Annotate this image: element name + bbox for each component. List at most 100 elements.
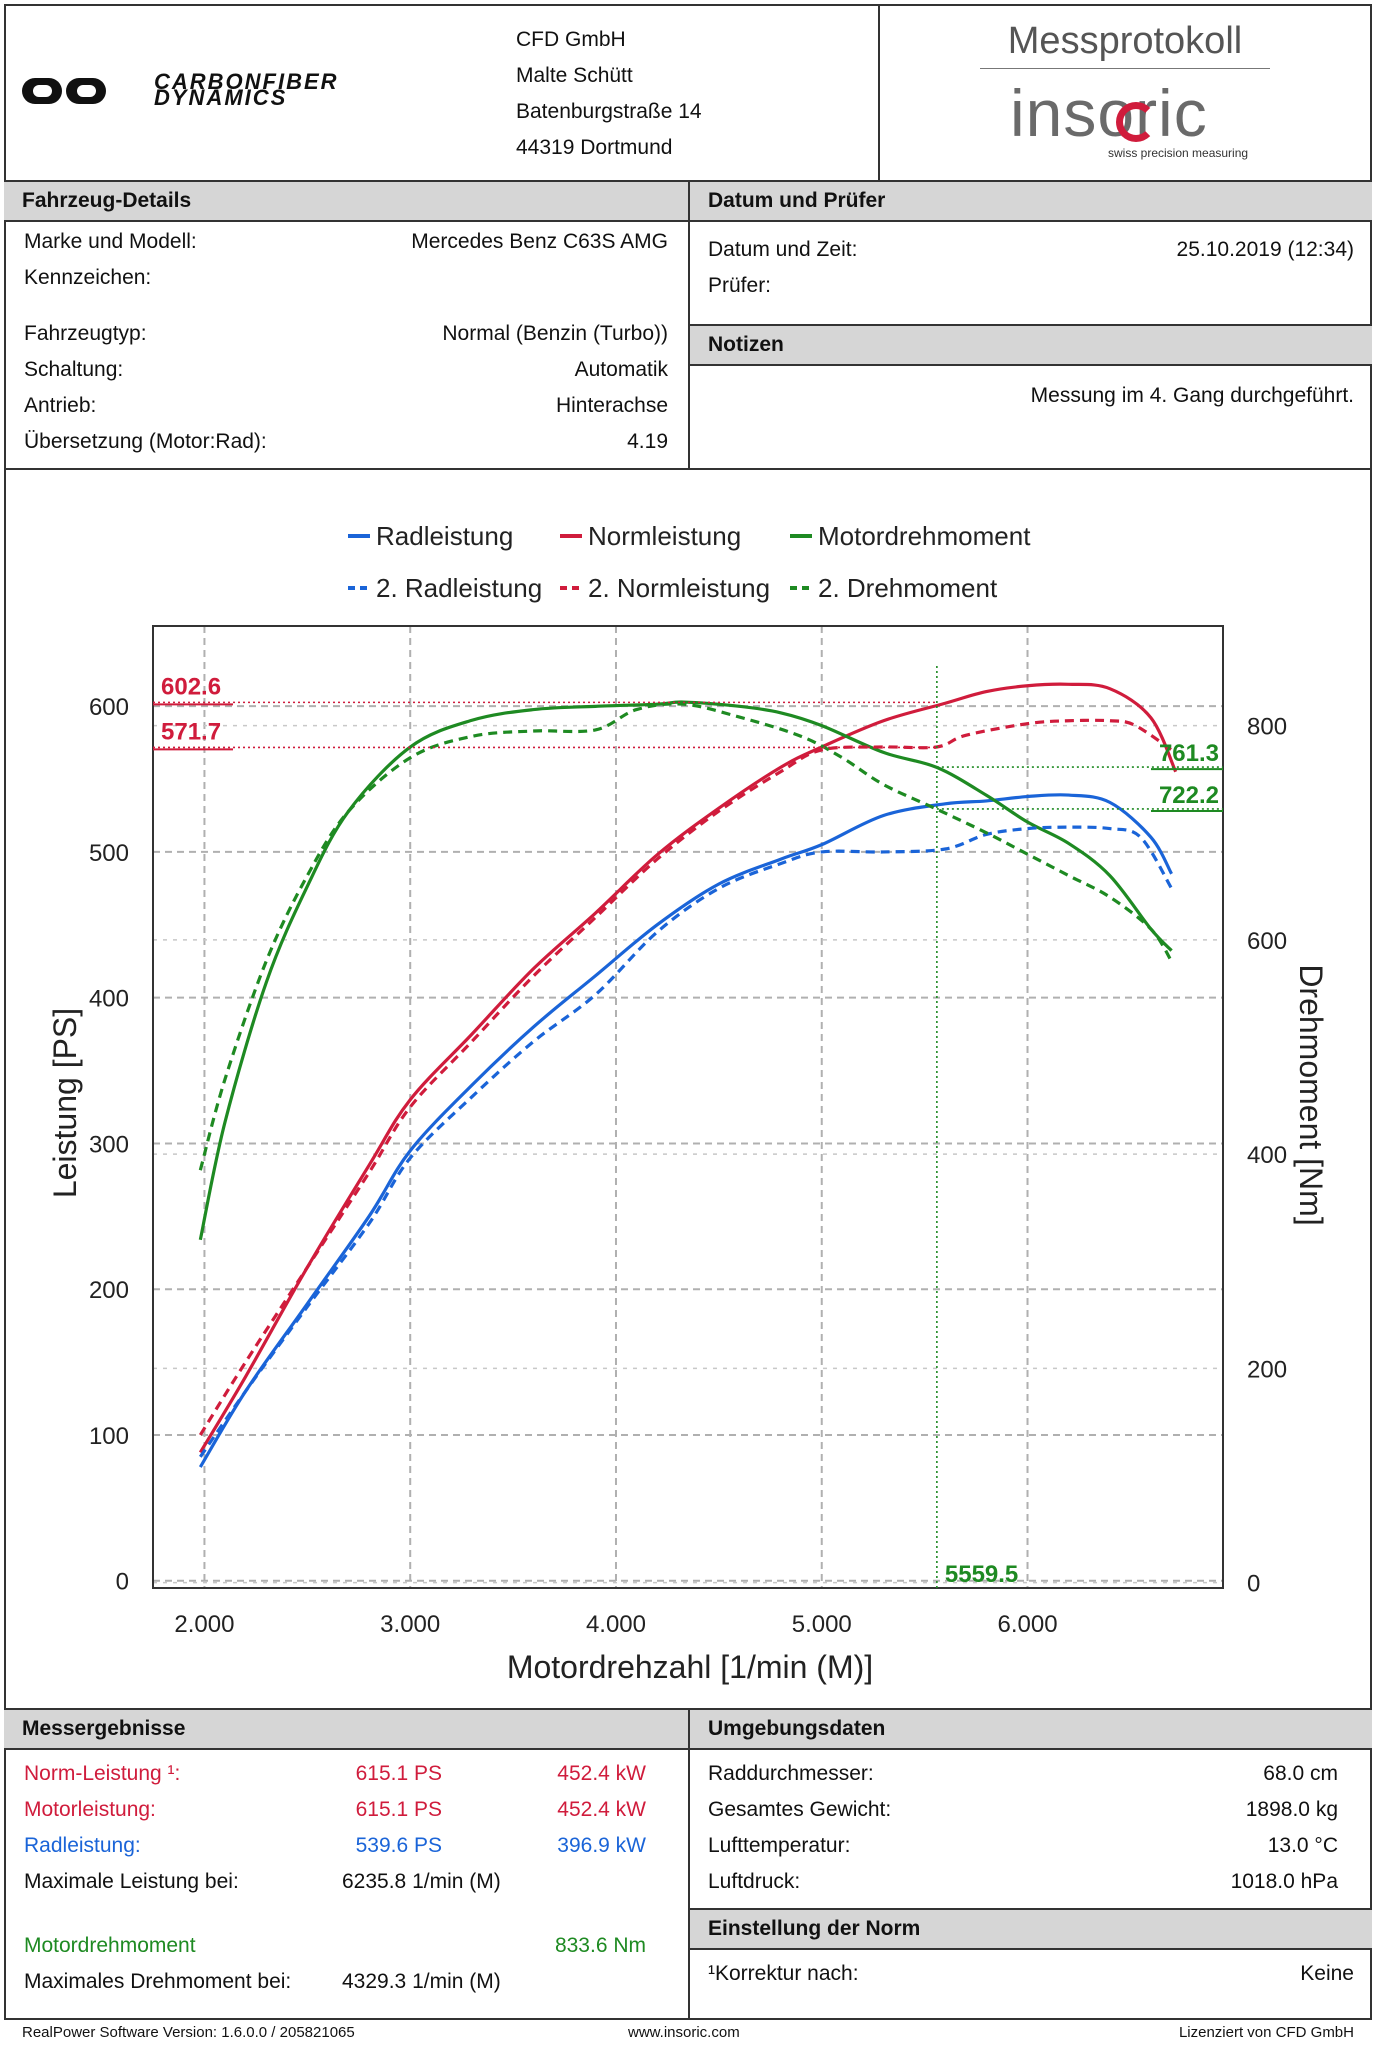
norm-power-label: Norm-Leistung ¹: xyxy=(24,1762,181,1785)
env-label: Raddurchmesser: xyxy=(708,1762,874,1785)
address-line: 44319 Dortmund xyxy=(516,136,673,159)
norm-power-ps: 615.1 PS xyxy=(355,1762,442,1785)
brand-logo: insoric swiss precision measuring xyxy=(1010,76,1260,160)
legend-label: 2. Normleistung xyxy=(588,573,770,603)
series-line xyxy=(198,702,1173,1171)
notes-text: Messung im 4. Gang durchgeführt. xyxy=(1030,384,1354,407)
norm-power-kw: 452.4 kW xyxy=(557,1762,646,1785)
env-value: 68.0 cm xyxy=(1263,1762,1338,1785)
header-divider xyxy=(878,4,880,180)
x-tick-label: 6.000 xyxy=(997,1611,1057,1638)
series-line xyxy=(198,700,1173,1241)
vehicle-value: Mercedes Benz C63S AMG xyxy=(411,230,668,253)
y2-tick-label: 200 xyxy=(1247,1356,1287,1383)
y-tick-label: 600 xyxy=(89,694,129,721)
notes-header: Notizen xyxy=(688,324,1372,366)
vehicle-label: Übersetzung (Motor:Rad): xyxy=(24,430,267,453)
max-power-rpm-label: Maximale Leistung bei: xyxy=(24,1870,239,1893)
annotation-label: 722.2 xyxy=(1159,782,1219,809)
notes-title: Notizen xyxy=(708,333,784,356)
vehicle-label: Marke und Modell: xyxy=(24,230,197,253)
max-power-rpm-value: 6235.8 1/min (M) xyxy=(342,1870,501,1893)
vehicle-label: Kennzeichen: xyxy=(24,266,152,289)
torque-value: 833.6 Nm xyxy=(554,1934,646,1957)
annotation-label: 761.3 xyxy=(1159,740,1219,767)
date-header: Datum und Prüfer xyxy=(688,180,1372,222)
env-label: Luftdruck: xyxy=(708,1870,801,1893)
plot-border xyxy=(152,625,1224,1589)
y2-tick-label: 400 xyxy=(1247,1142,1287,1169)
y-tick-label: 500 xyxy=(89,840,129,867)
brand-swoosh-icon xyxy=(1116,102,1156,142)
y2-axis-label: Drehmoment [Nm] xyxy=(1293,964,1329,1225)
legend-label: Radleistung xyxy=(376,521,513,551)
address-block: CFD GmbH Malte Schütt Batenburgstraße 14… xyxy=(516,22,702,166)
env-header: Umgebungsdaten xyxy=(688,1708,1372,1750)
y-tick-label: 100 xyxy=(89,1423,129,1450)
series-line xyxy=(199,825,1173,1458)
results-divider xyxy=(688,1708,690,2020)
brand-tagline: swiss precision measuring xyxy=(1108,146,1249,160)
x-tick-label: 2.000 xyxy=(174,1611,234,1638)
series-line xyxy=(198,682,1178,1454)
x-tick-label: 4.000 xyxy=(586,1611,646,1638)
norm-title: Einstellung der Norm xyxy=(708,1917,921,1940)
title-underline xyxy=(980,68,1270,69)
y-axis-label: Leistung [PS] xyxy=(47,1008,83,1198)
env-title: Umgebungsdaten xyxy=(708,1717,886,1740)
datetime-value: 25.10.2019 (12:34) xyxy=(1176,238,1354,261)
x-axis-label: Motordrehzahl [1/min (M)] xyxy=(507,1649,873,1685)
max-torque-rpm-label: Maximales Drehmoment bei: xyxy=(24,1970,292,1993)
results-title: Messergebnisse xyxy=(22,1717,186,1740)
company-logo: CARBONFIBER DYNAMICS xyxy=(22,70,482,110)
series-line xyxy=(198,793,1173,1468)
company-logo-text: CARBONFIBER DYNAMICS xyxy=(154,69,339,110)
vehicle-label: Schaltung: xyxy=(24,358,124,381)
y-tick-label: 400 xyxy=(89,986,129,1013)
norm-header: Einstellung der Norm xyxy=(688,1908,1372,1950)
y2-tick-label: 800 xyxy=(1247,714,1287,741)
annotation-label: 5559.5 xyxy=(945,1561,1018,1588)
footer-license: Lizenziert von CFD GmbH xyxy=(1178,2024,1354,2041)
footer-website[interactable]: www.insoric.com xyxy=(628,2024,740,2041)
legend-label: Motordrehmoment xyxy=(818,521,1031,551)
y2-tick-label: 0 xyxy=(1247,1571,1260,1598)
y-tick-label: 200 xyxy=(89,1277,129,1304)
norm-correction-value: Keine xyxy=(1300,1962,1354,1985)
max-torque-rpm-value: 4329.3 1/min (M) xyxy=(342,1970,501,1993)
y-tick-label: 300 xyxy=(89,1131,129,1158)
x-tick-label: 5.000 xyxy=(792,1611,852,1638)
details-bottom-line xyxy=(4,468,1372,470)
address-line: Batenburgstraße 14 xyxy=(516,100,702,123)
datetime-label: Datum und Zeit: xyxy=(708,238,858,261)
x-tick-label: 3.000 xyxy=(380,1611,440,1638)
vehicle-value: Automatik xyxy=(574,358,668,381)
env-value: 1898.0 kg xyxy=(1245,1798,1338,1821)
doc-title: Messprotokoll xyxy=(1007,20,1243,62)
wheel-power-kw: 396.9 kW xyxy=(557,1834,646,1857)
vehicle-value: 4.19 xyxy=(627,430,668,453)
wheel-power-label: Radleistung: xyxy=(24,1834,141,1857)
norm-correction-label: ¹Korrektur nach: xyxy=(708,1962,859,1985)
vehicle-label: Fahrzeugtyp: xyxy=(24,322,147,345)
y2-tick-label: 600 xyxy=(1247,928,1287,955)
env-value: 1018.0 hPa xyxy=(1230,1870,1338,1893)
env-label: Lufttemperatur: xyxy=(708,1834,851,1857)
legend-label: Normleistung xyxy=(588,521,741,551)
motor-power-label: Motorleistung: xyxy=(24,1798,156,1821)
annotation-label: 602.6 xyxy=(161,673,221,700)
vehicle-header: Fahrzeug-Details xyxy=(4,180,690,222)
series-line xyxy=(198,718,1173,1436)
wheel-power-ps: 539.6 PS xyxy=(355,1834,442,1857)
legend-label: 2. Drehmoment xyxy=(818,573,998,603)
env-label: Gesamtes Gewicht: xyxy=(708,1798,892,1821)
address-line: Malte Schütt xyxy=(516,64,633,87)
dyno-chart: 2.000 3.000 4.000 5.000 6.000 0 100 200 300 400 50… xyxy=(47,521,1329,1685)
y-tick-label: 0 xyxy=(116,1569,129,1596)
vehicle-label: Antrieb: xyxy=(24,394,97,417)
results-header: Messergebnisse xyxy=(4,1708,690,1750)
vehicle-title: Fahrzeug-Details xyxy=(22,189,192,212)
date-title: Datum und Prüfer xyxy=(708,189,886,212)
examiner-label: Prüfer: xyxy=(708,274,772,297)
footer-version: RealPower Software Version: 1.6.0.0 / 20… xyxy=(22,2024,355,2041)
